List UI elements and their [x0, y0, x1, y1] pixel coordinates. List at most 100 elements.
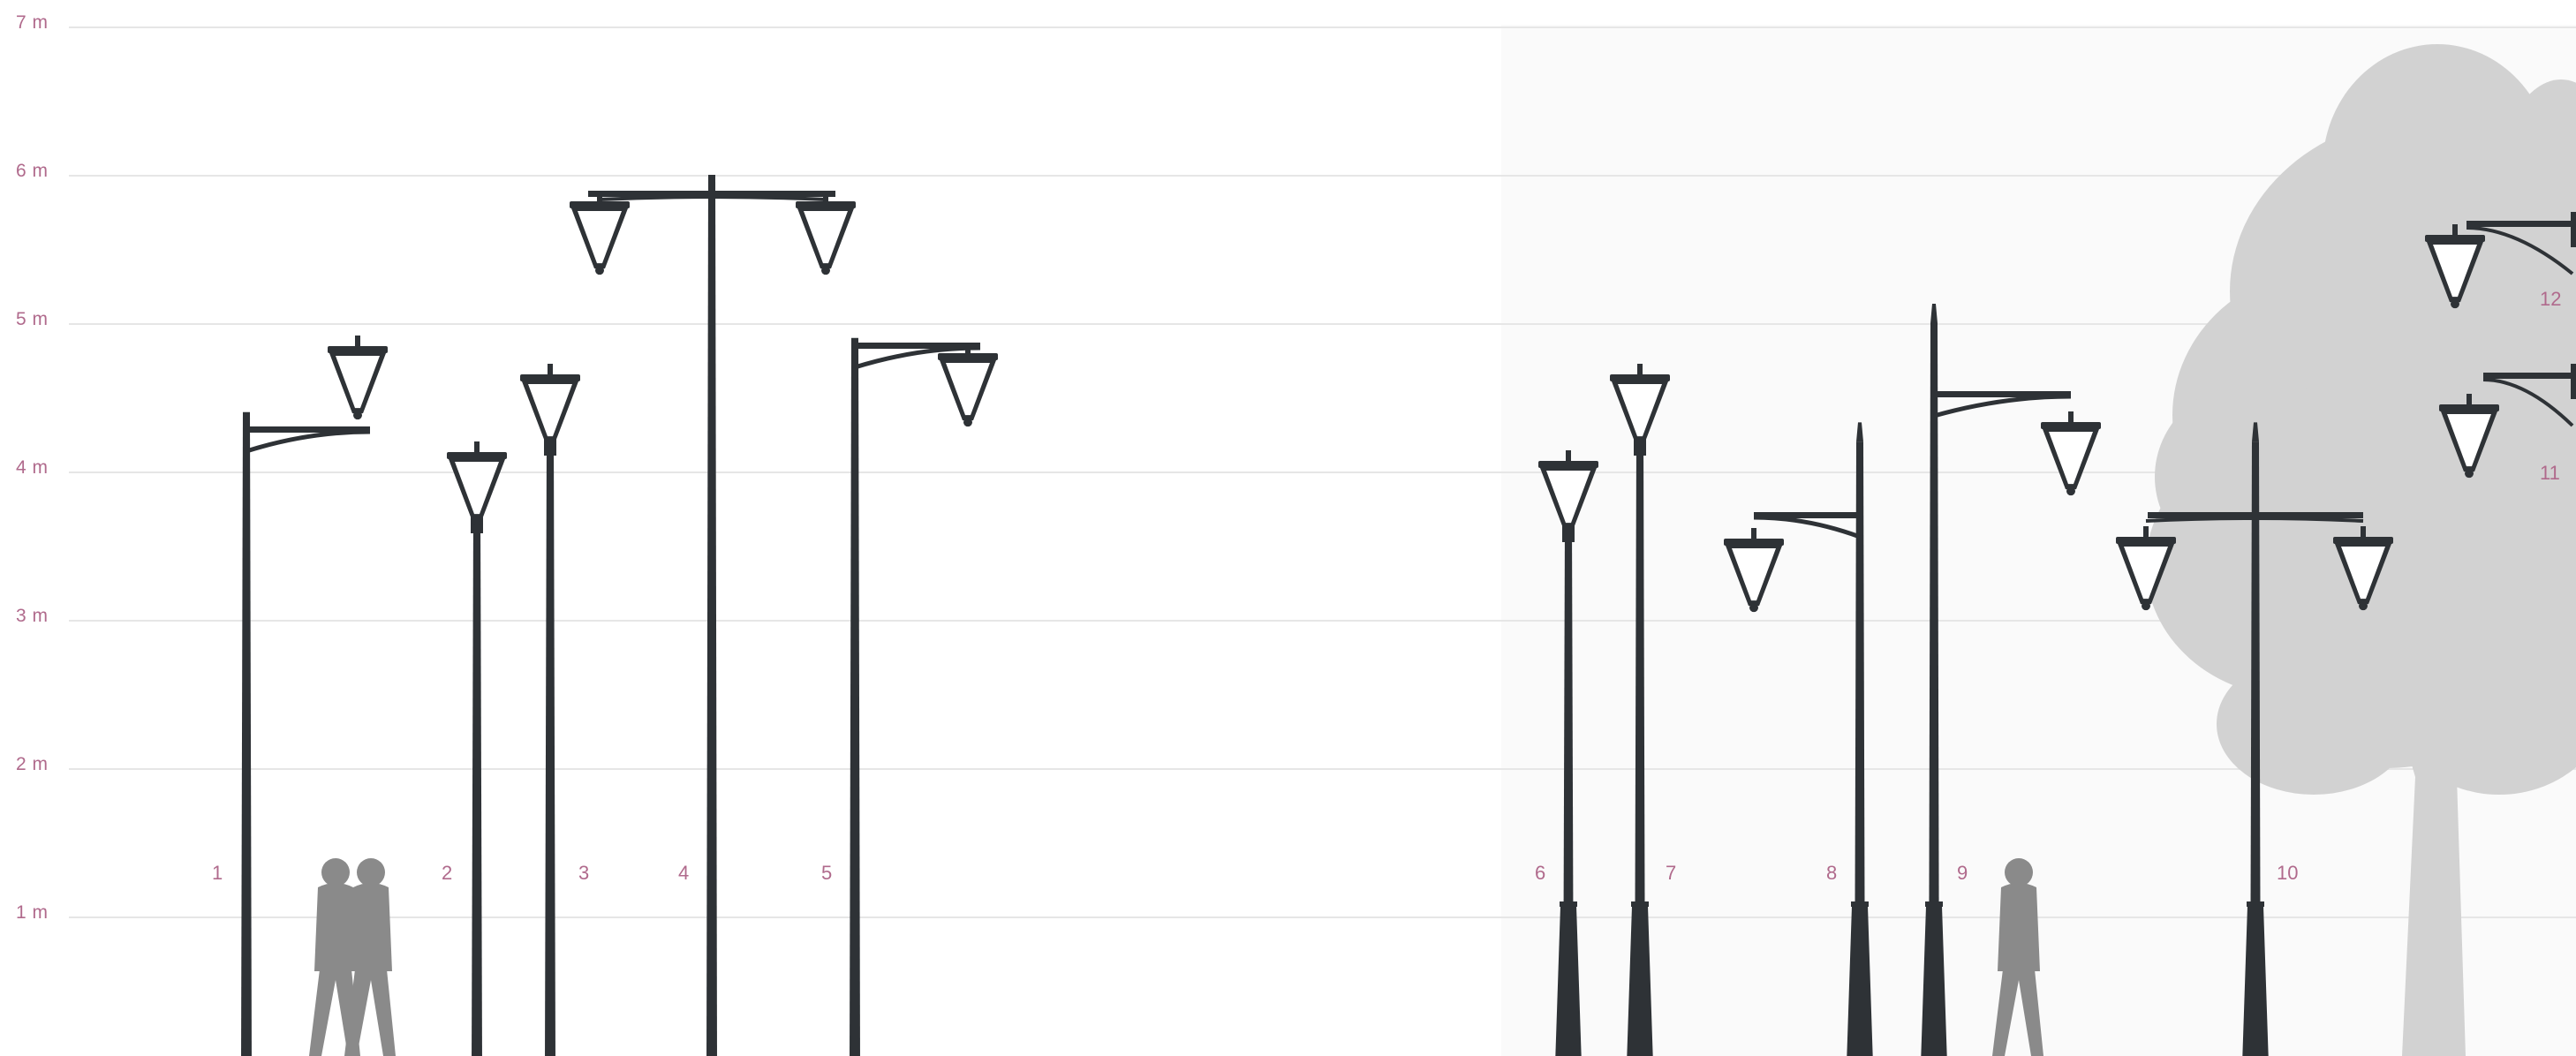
lantern-head — [1724, 528, 1784, 613]
luminaire-8 — [1724, 422, 1873, 1056]
pole-collar — [1560, 901, 1577, 907]
lantern-cap — [328, 346, 388, 353]
lantern-glass — [336, 356, 380, 409]
pole-shaft — [706, 175, 717, 1056]
lantern-finial — [2359, 601, 2368, 611]
lantern-glass — [455, 462, 499, 515]
luminaire-number-4: 4 — [678, 862, 690, 884]
bracket-brace — [1753, 515, 1861, 539]
luminaire-6 — [1538, 450, 1598, 1056]
lantern-finial — [2066, 487, 2075, 496]
lantern-finial — [963, 418, 972, 427]
height-label: 4 m — [16, 457, 49, 478]
luminaire-5 — [850, 337, 998, 1056]
tree-foliage — [2384, 53, 2490, 159]
height-label: 6 m — [16, 161, 49, 181]
height-label: 5 m — [16, 309, 49, 329]
pole-shaft — [545, 436, 555, 1056]
grid-line — [69, 471, 2576, 473]
lantern-glass — [1546, 471, 1590, 524]
tree-foliage — [2155, 380, 2367, 574]
lantern-cap — [2041, 422, 2101, 429]
lantern-finial — [2465, 469, 2474, 479]
lantern-glass — [2124, 547, 2168, 600]
lantern-mount — [597, 191, 602, 201]
lantern-finial — [2451, 299, 2459, 309]
luminaire-number-9: 9 — [1957, 862, 1968, 884]
lantern-glass — [1618, 384, 1662, 437]
lantern-head — [570, 191, 630, 275]
pole-base — [2242, 906, 2269, 1056]
luminaire-3 — [520, 364, 580, 1056]
wall-plate — [2571, 212, 2576, 247]
lantern-finial — [1564, 525, 1573, 535]
lantern-head — [1610, 364, 1670, 449]
lantern-cap — [570, 201, 630, 208]
lantern-glass — [946, 363, 990, 416]
lantern-head — [2116, 526, 2176, 611]
lantern-mount — [2466, 394, 2472, 404]
pole-finial — [1930, 304, 1938, 323]
lantern-mount — [1637, 364, 1643, 374]
lantern-glass — [2341, 547, 2385, 600]
lantern-cap — [1724, 539, 1784, 546]
height-label: 7 m — [16, 12, 49, 33]
bracket-brace — [2482, 378, 2574, 427]
pole-shaft — [1635, 436, 1645, 1056]
lantern-head — [796, 191, 856, 275]
grid-line — [69, 768, 2576, 770]
pedestrian-silhouette — [344, 858, 396, 1056]
luminaire-7 — [1610, 364, 1670, 1056]
luminaire-number-12: 12 — [2540, 288, 2562, 310]
lantern-mount — [2143, 526, 2149, 537]
height-label: 3 m — [16, 606, 49, 626]
pole-shaft — [850, 337, 860, 1056]
lantern-mount — [355, 336, 360, 346]
bracket-brace — [2466, 226, 2574, 275]
lantern-mount — [2361, 526, 2366, 537]
lantern-mount — [965, 343, 971, 353]
lantern-cap — [938, 353, 998, 360]
lantern-cap — [2333, 537, 2393, 544]
pole-shaft — [472, 514, 482, 1056]
pole-base — [1555, 906, 1582, 1056]
tree-foliage — [2384, 583, 2576, 795]
pole-base — [1627, 906, 1653, 1056]
lantern-glass — [2447, 414, 2491, 467]
luminaire-number-7: 7 — [1666, 862, 1677, 884]
lantern-glass — [578, 211, 622, 264]
lantern-head — [2439, 394, 2499, 479]
lantern-finial — [595, 266, 604, 275]
lantern-cap — [520, 374, 580, 381]
lantern-cap — [2116, 537, 2176, 544]
lantern-cap — [2425, 235, 2485, 242]
pole-base — [1921, 906, 1947, 1056]
height-label: 1 m — [16, 902, 49, 923]
lantern-mount — [1751, 528, 1756, 539]
lantern-cap — [1538, 461, 1598, 468]
grid-line — [69, 916, 2576, 918]
pole-shaft — [1929, 323, 1939, 1056]
lantern-cap — [2439, 404, 2499, 411]
pole-shaft — [241, 411, 252, 1056]
grid-line — [69, 620, 2576, 622]
luminaire-11 — [2439, 364, 2576, 479]
lantern-glass — [2433, 245, 2477, 298]
luminaire-10 — [2116, 422, 2393, 1056]
lantern-cap — [447, 452, 507, 459]
luminaire-number-11: 11 — [2540, 462, 2560, 484]
lantern-head — [1538, 450, 1598, 535]
pedestrian-silhouette — [1992, 858, 2043, 1056]
pedestrians — [309, 858, 2043, 1056]
bracket-brace — [246, 429, 371, 454]
tree-foliage — [2217, 653, 2411, 795]
lantern-glass — [528, 384, 572, 437]
height-label: 2 m — [16, 754, 49, 774]
luminaire-number-1: 1 — [212, 862, 223, 884]
bracket-arm — [2483, 373, 2576, 379]
luminaire-1 — [241, 336, 388, 1056]
lantern-finial — [472, 517, 481, 526]
lantern-head — [2333, 526, 2393, 611]
lantern-finial — [1635, 439, 1644, 449]
